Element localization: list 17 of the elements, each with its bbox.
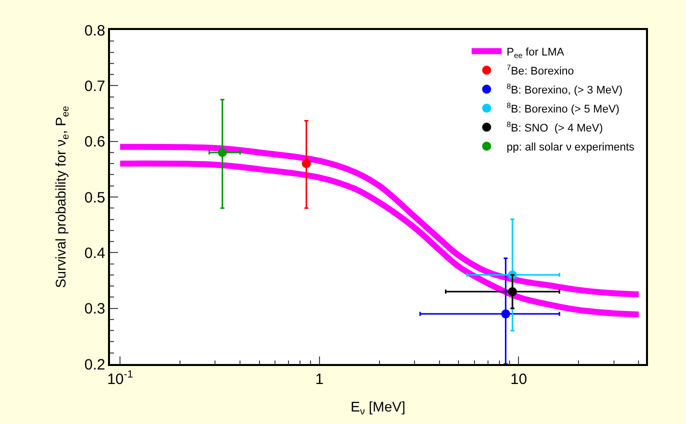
legend-label: P$_{ee}$ for LMA <box>506 46 565 60</box>
legend-label: $^{8}$B: SNO (> 4 MeV) <box>506 120 603 134</box>
y-tick-label: 0.6 <box>84 134 106 151</box>
y-tick-label: 0.2 <box>84 356 106 374</box>
y-tick-label: 0.3 <box>84 300 106 318</box>
legend-label: $^{7}$Be: Borexino <box>506 62 574 78</box>
y-tick-label: 0.7 <box>84 78 106 95</box>
legend-label: pp: all solar ν experiments <box>506 141 635 154</box>
legend-label: $^{8}$B: Borexino, (> 3 MeV) <box>506 82 622 96</box>
y-tick-label: 0.4 <box>84 244 106 262</box>
y-tick-label: 0.8 <box>84 22 106 40</box>
x-tick-label: 10 <box>510 370 528 388</box>
x-tick-label: 1 <box>315 370 324 388</box>
y-tick-label: 0.5 <box>84 189 106 206</box>
x-axis-title: E$_{ν}$ [MeV] <box>350 398 406 418</box>
x-tick-label: 10$^{-1}$ <box>107 368 134 388</box>
legend-label: $^{8}$B: Borexino (> 5 MeV) <box>506 100 620 116</box>
